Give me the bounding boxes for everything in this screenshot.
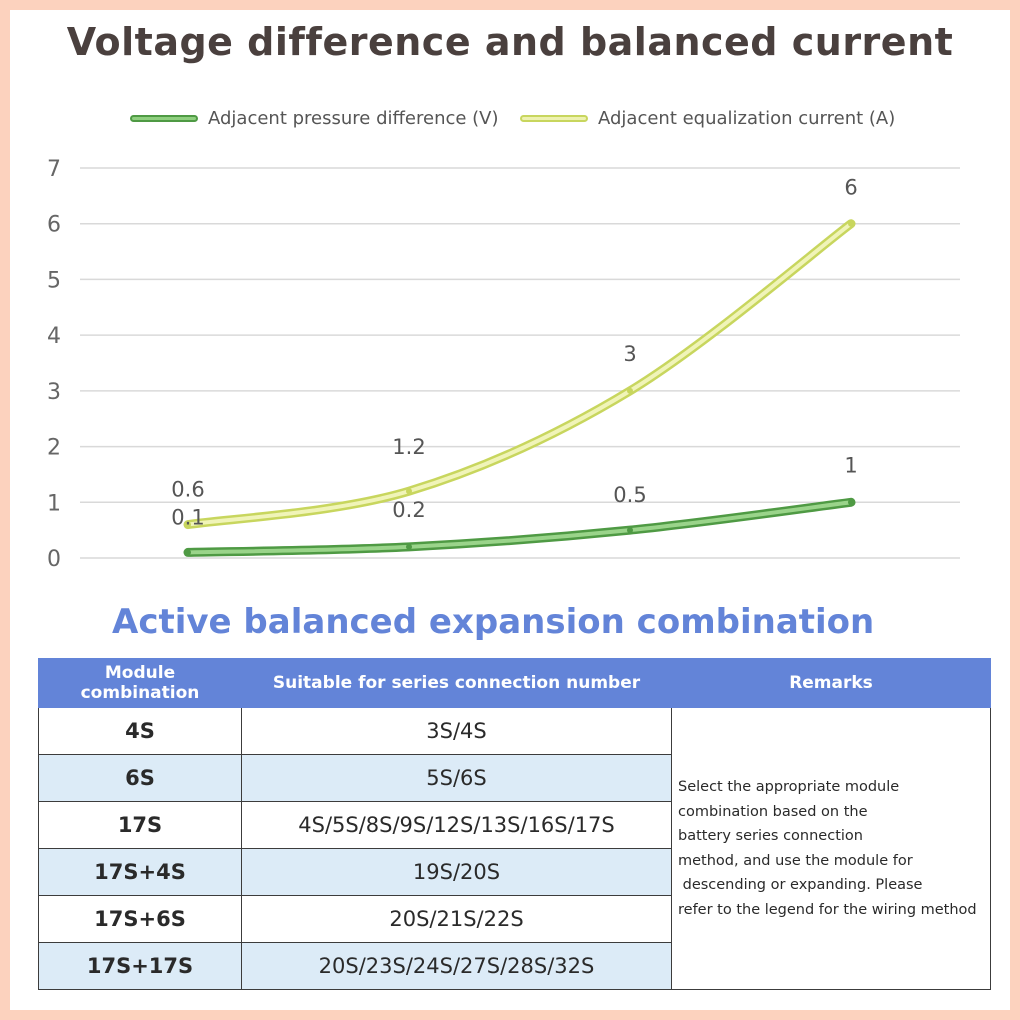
- remark-line: method, and use the module for: [678, 852, 913, 869]
- series-cell: 5S/6S: [241, 754, 672, 802]
- chart-title: Voltage difference and balanced current: [66, 20, 954, 64]
- data-point-pressure-difference: [406, 543, 412, 550]
- header-series-connection: Suitable for series connection number: [241, 658, 672, 708]
- remark-line: Select the appropriate module: [678, 779, 900, 795]
- module-cell: 17S+4S: [38, 848, 242, 896]
- remarks-cell: Select the appropriate module combinatio…: [671, 707, 991, 990]
- data-label-equalization-current: 0.6: [171, 478, 204, 502]
- chart-y-axis: 0 1 2 3 4 5 6 7: [47, 157, 61, 572]
- chart-legend: Adjacent pressure difference (V) Adjacen…: [0, 108, 1020, 136]
- y-tick-label: 1: [47, 491, 61, 516]
- legend-item-pressure-difference: Adjacent pressure difference (V): [130, 108, 499, 129]
- data-label-equalization-current: 1.2: [392, 435, 425, 459]
- table-row: 17S+17S 20S/23S/24S/27S/28S/32S: [38, 942, 991, 990]
- data-point-equalization-current: [848, 220, 854, 227]
- data-label-pressure-difference: 0.2: [392, 498, 425, 522]
- legend-label-equalization-current: Adjacent equalization current (A): [598, 108, 896, 129]
- data-point-pressure-difference: [185, 549, 191, 556]
- y-tick-label: 4: [47, 324, 61, 349]
- y-tick-label: 7: [47, 157, 61, 182]
- data-point-equalization-current: [406, 488, 412, 495]
- chart-series: [183, 219, 856, 557]
- header-module-combination: Module combination: [38, 658, 242, 708]
- y-tick-label: 3: [47, 380, 61, 405]
- data-point-pressure-difference: [848, 499, 854, 506]
- series-line-pressure-difference: [186, 500, 853, 555]
- table-row: 17S+4S 19S/20S: [38, 848, 991, 896]
- data-label-equalization-current: 3: [623, 342, 636, 366]
- y-tick-label: 2: [47, 436, 61, 461]
- table-row: 6S 5S/6S: [38, 754, 991, 802]
- series-cell: 19S/20S: [241, 848, 672, 896]
- y-tick-label: 6: [47, 213, 61, 238]
- section-title: Active balanced expansion combination: [112, 602, 875, 642]
- remark-line: refer to the legend for the wiring metho…: [678, 901, 977, 918]
- module-cell: 17S+17S: [38, 942, 242, 990]
- data-label-pressure-difference: 0.5: [613, 483, 646, 507]
- data-label-equalization-current: 6: [844, 176, 857, 200]
- module-cell: 17S+6S: [38, 895, 242, 943]
- remark-line: battery series connection: [678, 828, 863, 844]
- data-point-equalization-current: [185, 521, 191, 528]
- remark-line: descending or expanding. Please: [678, 877, 923, 893]
- combination-table: Module combination Suitable for series c…: [38, 658, 991, 990]
- data-point-pressure-difference: [627, 527, 633, 534]
- table-row: 4S 3S/4S Select the appropriate module c…: [38, 707, 991, 990]
- module-cell: 17S: [38, 801, 242, 849]
- legend-swatch-equalization-current: [520, 115, 588, 122]
- y-tick-label: 5: [47, 268, 61, 293]
- series-cell: 20S/21S/22S: [241, 895, 672, 943]
- data-label-pressure-difference: 0.1: [171, 505, 204, 529]
- legend-label-pressure-difference: Adjacent pressure difference (V): [208, 108, 499, 129]
- chart-gridlines: [80, 167, 960, 559]
- module-cell: 4S: [38, 707, 242, 755]
- chart-data-labels: 0.6 1.2 3 6 0.1 0.2 0.5 1: [171, 176, 857, 530]
- header-remarks: Remarks: [671, 658, 991, 708]
- data-point-equalization-current: [627, 387, 633, 394]
- series-cell: 20S/23S/24S/27S/28S/32S: [241, 942, 672, 990]
- y-tick-label: 0: [47, 547, 61, 572]
- legend-swatch-pressure-difference: [130, 115, 198, 122]
- line-chart: 0 1 2 3 4 5 6 7 0.6 1.2 3 6 0.1 0.2 0.5 1: [47, 157, 960, 572]
- series-line-equalization-current-outline: [183, 219, 856, 530]
- series-cell: 4S/5S/8S/9S/12S/13S/16S/17S: [241, 801, 672, 849]
- data-label-pressure-difference: 1: [844, 453, 857, 477]
- series-cell: 3S/4S: [241, 707, 672, 755]
- remark-line: combination based on the: [678, 803, 868, 820]
- series-line-equalization-current: [186, 221, 853, 527]
- legend-item-equalization-current: Adjacent equalization current (A): [520, 108, 895, 129]
- table-header-row: Module combination Suitable for series c…: [38, 658, 991, 708]
- table-row: 17S+6S 20S/21S/22S: [38, 895, 991, 943]
- table-row: 17S 4S/5S/8S/9S/12S/13S/16S/17S: [38, 801, 991, 849]
- module-cell: 6S: [38, 754, 242, 802]
